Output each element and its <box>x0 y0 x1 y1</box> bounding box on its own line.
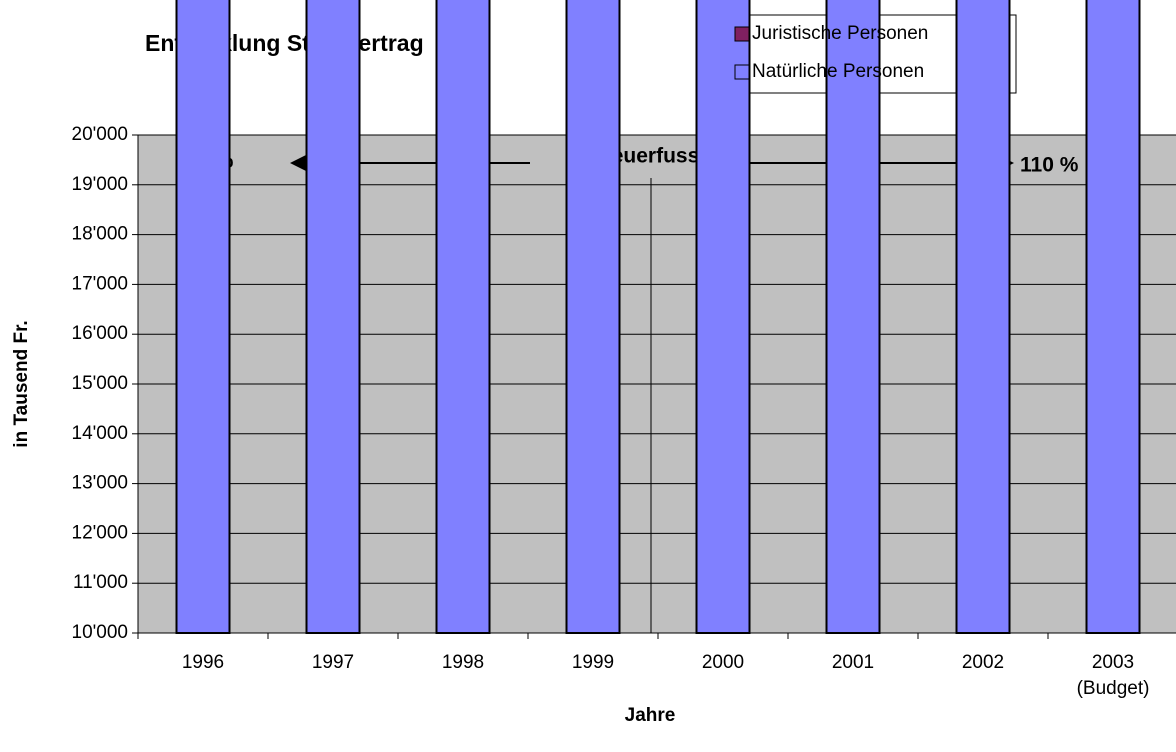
x-tick-label: 2000 <box>701 652 745 673</box>
legend-label: Natürliche Personen <box>752 61 924 82</box>
bar <box>1085 0 1141 634</box>
bar <box>565 0 621 634</box>
bar <box>695 0 751 634</box>
x-tick-label: 1997 <box>311 652 355 673</box>
x-tick-label: 2003 (Budget) <box>1076 652 1150 699</box>
x-axis-title: Jahre <box>625 705 676 726</box>
legend-swatch <box>734 64 750 80</box>
x-tick-label: 2002 <box>961 652 1005 673</box>
x-tick-label: 1998 <box>441 652 485 673</box>
y-tick-label: 16'000 <box>72 323 128 344</box>
y-tick-label: 14'000 <box>72 423 128 444</box>
y-tick-label: 15'000 <box>72 373 128 394</box>
x-tick-label: 1996 <box>181 652 225 673</box>
y-tick-label: 10'000 <box>72 622 128 643</box>
y-tick-label: 18'000 <box>72 224 128 245</box>
bar <box>955 0 1011 635</box>
y-tick-label: 12'000 <box>72 522 128 543</box>
y-tick-label: 19'000 <box>72 174 128 195</box>
annotation: 110 % <box>1020 154 1079 177</box>
y-tick-label: 13'000 <box>72 473 128 494</box>
legend-label: Juristische Personen <box>752 23 928 44</box>
y-tick-label: 20'000 <box>72 124 128 145</box>
x-tick-label: 2001 <box>831 652 875 673</box>
x-tick-label: 1999 <box>571 652 615 673</box>
y-tick-label: 17'000 <box>72 273 128 294</box>
bar <box>305 0 361 635</box>
bar <box>825 0 881 634</box>
y-tick-label: 11'000 <box>73 572 128 593</box>
bar <box>175 0 231 634</box>
bar <box>435 0 491 634</box>
y-axis-title: in Tausend Fr. <box>11 320 32 447</box>
legend-swatch <box>734 26 750 42</box>
